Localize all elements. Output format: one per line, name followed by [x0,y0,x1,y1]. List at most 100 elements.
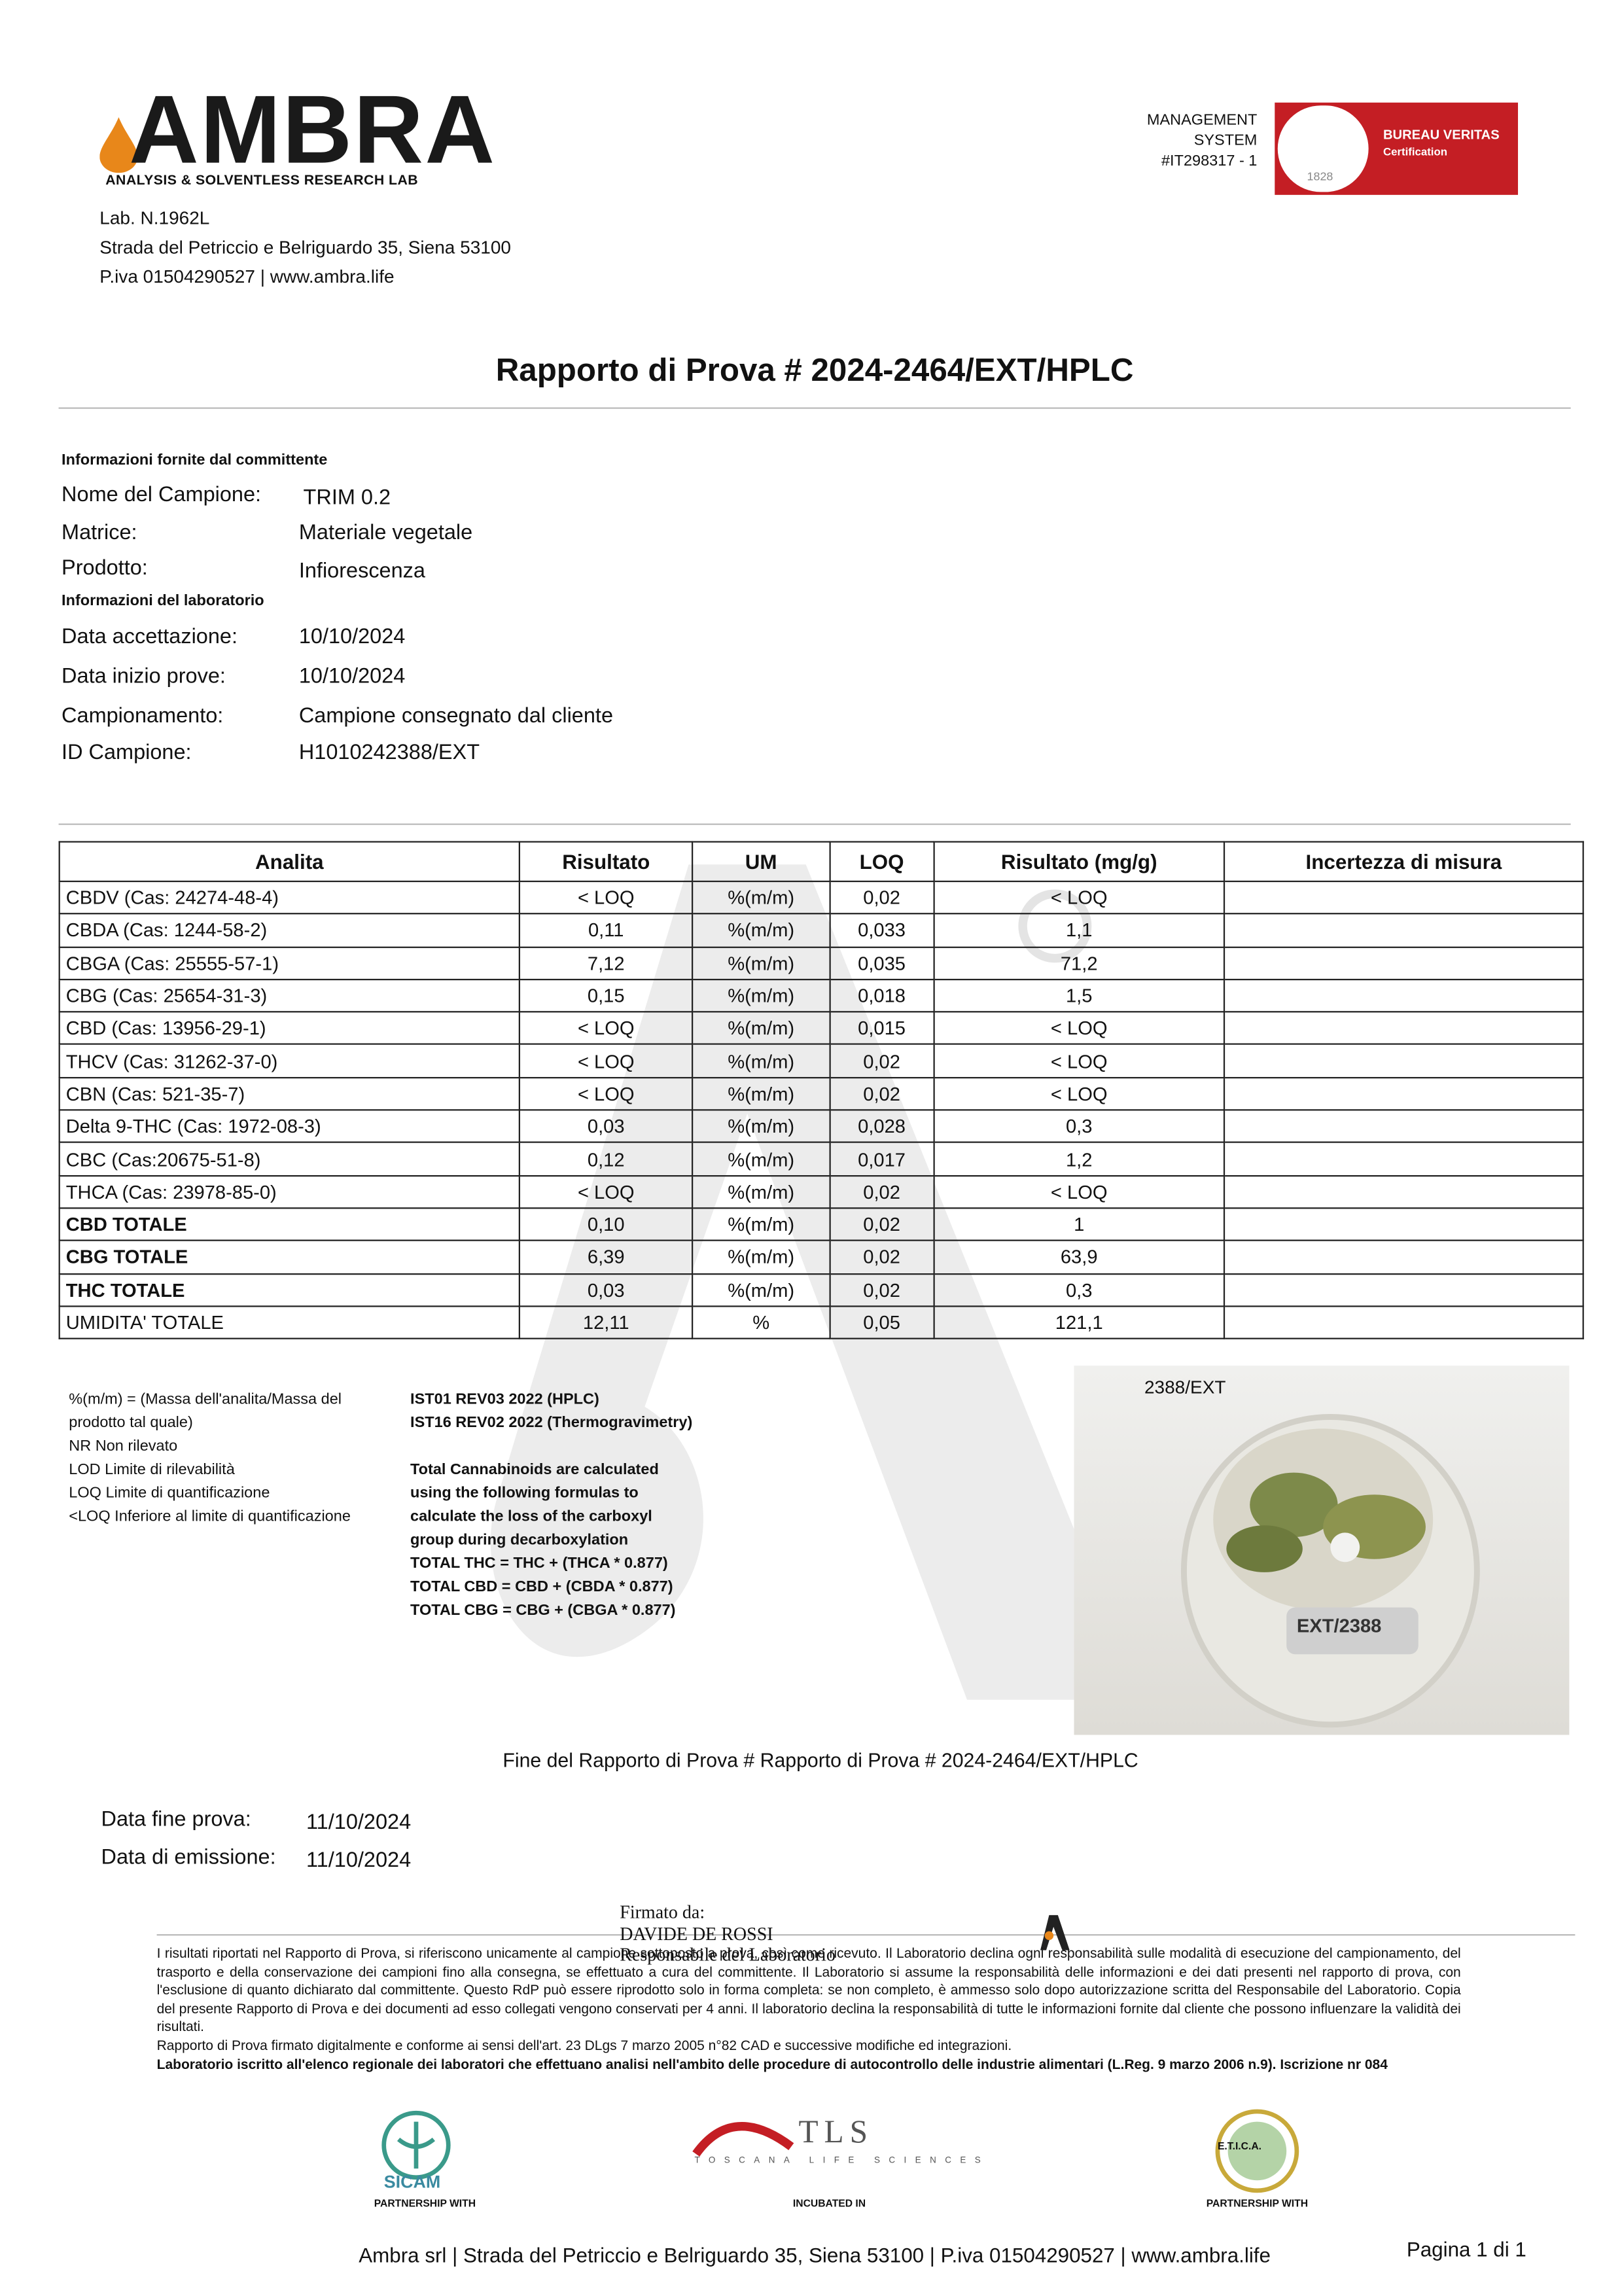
table-cell: 0,035 [828,945,935,980]
table-cell [1223,978,1584,1013]
signature-line: Firmato da: [620,1901,705,1923]
table-cell [1223,880,1584,915]
formula-note: Total Cannabinoids are calculated [410,1460,659,1479]
header-row: Analita Risultato UM LOQ Risultato (mg/g) Inc… [58,841,1584,883]
logo-subtitle: ANALYSIS & SOLVENTLESS RESEARCH LAB [105,173,419,189]
legend-note: prodotto tal quale) [69,1414,193,1432]
table-cell: %(m/m) [692,1044,830,1078]
logo-drop [99,117,138,173]
certification-text: MANAGEMENT SYSTEM #IT298317 - 1 [1147,110,1258,171]
table-cell: 0,02 [828,1076,935,1111]
table-row: THCV (Cas: 31262-37-0) < LOQ %(m/m) 0,02 < L… [58,1044,1584,1078]
table-row: CBN (Cas: 521-35-7) < LOQ %(m/m) 0,02 < LOQ [58,1076,1584,1111]
table-cell: 0,018 [828,978,935,1013]
formula-note: TOTAL CBD = CBD + (CBDA * 0.877) [410,1578,673,1596]
info-label: Campionamento: [62,705,224,728]
partner-caption: INCUBATED IN [792,2199,866,2210]
table-cell: %(m/m) [692,945,830,980]
table-row: CBC (Cas:20675-51-8) 0,12 %(m/m) 0,017 1,2 [58,1142,1584,1176]
date-label: Data fine prova: [101,1808,251,1832]
legend-note: LOD Limite di rilevabilità [69,1460,235,1479]
table-cell: 0,11 [518,913,694,947]
table-cell: 0,02 [828,1207,935,1242]
method: IST16 REV02 2022 (Thermogravimetry) [410,1414,693,1432]
sample-photo: 2388/EXT EXT/2388 [1074,1366,1570,1735]
small-logo [1040,1915,1070,1951]
info-label: Data inizio prove: [62,665,226,689]
table-cell [1223,1174,1584,1209]
registration: Laboratorio iscritto all'elenco regional… [156,2055,1388,2072]
table-cell [1223,1305,1584,1340]
table-cell: < LOQ [518,1011,694,1046]
tls-logo [692,2122,794,2157]
table-cell: < LOQ [933,880,1225,915]
table-row: CBGA (Cas: 25555-57-1) 7,12 %(m/m) 0,035 71,… [58,945,1584,980]
table-cell: 0,10 [518,1207,694,1242]
table-row: THC TOTALE 0,03 %(m/m) 0,02 0,3 [58,1273,1584,1307]
rule [156,1934,1576,1936]
table-cell: < LOQ [518,1076,694,1111]
info-value: Campione consegnato dal cliente [298,705,614,728]
methods: IST01 REV03 2022 (HPLC) IST16 REV02 2022 … [410,1388,692,1435]
table-cell: 12,11 [518,1305,694,1340]
sicam-logo [381,2110,451,2180]
signature-line: Responsabile del Laboratorio [620,1944,836,1966]
date-value: 11/10/2024 [306,1810,412,1835]
table-row: CBG (Cas: 25654-31-3) 0,15 %(m/m) 0,018 1,5 [58,978,1584,1013]
table-cell: %(m/m) [692,978,830,1013]
photo-caption: 2388/EXT [1144,1377,1226,1398]
partner-caption: PARTNERSHIP WITH [374,2199,476,2210]
info-label: Matrice: [62,521,137,546]
table-cell: 0,02 [828,1273,935,1307]
table-cell: 0,017 [828,1142,935,1176]
table-cell: < LOQ [933,1011,1225,1046]
table-cell: 0,3 [933,1273,1225,1307]
table-cell: 0,02 [828,880,935,915]
table-cell: 0,03 [518,1273,694,1307]
results-table: Analita Risultato UM LOQ Risultato (mg/g) Inc… [58,841,1584,1340]
table-cell: < LOQ [518,1044,694,1078]
table-cell: < LOQ [518,1174,694,1209]
table-cell: 1,2 [933,1142,1225,1176]
table-cell [1223,1044,1584,1078]
table-cell: CBG TOTALE [58,1240,521,1275]
partner-caption: PARTNERSHIP WITH [1206,2199,1309,2210]
table-cell: 0,02 [828,1174,935,1209]
column-header: Risultato (mg/g) [933,841,1225,883]
table-cell: %(m/m) [692,1011,830,1046]
partner-name: SICAM [383,2171,441,2193]
cert-line: SYSTEM [1193,132,1258,150]
table-cell: 0,02 [828,1240,935,1275]
etica-logo [1215,2109,1299,2193]
table-cell: < LOQ [933,1174,1225,1209]
column-header: LOQ [828,841,935,883]
table-cell: CBN (Cas: 521-35-7) [58,1076,521,1111]
disclaimer-text: I risultati riportati nel Rapporto di Pr… [156,1944,1461,2035]
column-header: Incertezza di misura [1223,841,1584,883]
table-row: CBDA (Cas: 1244-58-2) 0,11 %(m/m) 0,033 1,1 [58,913,1584,947]
legend-note: %(m/m) = (Massa dell'analita/Massa del [69,1390,342,1409]
info-value: Infiorescenza [298,559,425,584]
table-cell [1223,1240,1584,1275]
report-title: Rapporto di Prova # 2024-2464/EXT/HPLC [495,351,1134,389]
table-cell: CBD TOTALE [58,1207,521,1242]
partner-name: TLS [798,2113,873,2150]
legend-note: LOQ Limite di quantificazione [69,1484,270,1502]
seal-year: 1828 [1307,169,1333,183]
section-heading: Informazioni fornite dal committente [62,451,328,469]
table-cell: 0,15 [518,978,694,1013]
table-row: THCA (Cas: 23978-85-0) < LOQ %(m/m) 0,02 < L… [58,1174,1584,1209]
signature-note: Rapporto di Prova firmato digitalmente e… [156,2036,1012,2053]
photo-art [1180,1414,1480,1728]
table-row: CBD (Cas: 13956-29-1) < LOQ %(m/m) 0,015 < L… [58,1011,1584,1046]
page-number: Pagina 1 di 1 [1406,2237,1526,2261]
table-cell [1223,1142,1584,1176]
table-cell: 1,5 [933,978,1225,1013]
cert-line: #IT298317 - 1 [1161,152,1258,170]
disclaimer: I risultati riportati nel Rapporto di Pr… [157,1945,1461,2074]
legend-note: <LOQ Inferiore al limite di quantificazi… [69,1508,351,1526]
table-cell: 63,9 [933,1240,1225,1275]
end-note: Fine del Rapporto di Prova # Rapporto di… [502,1749,1138,1772]
